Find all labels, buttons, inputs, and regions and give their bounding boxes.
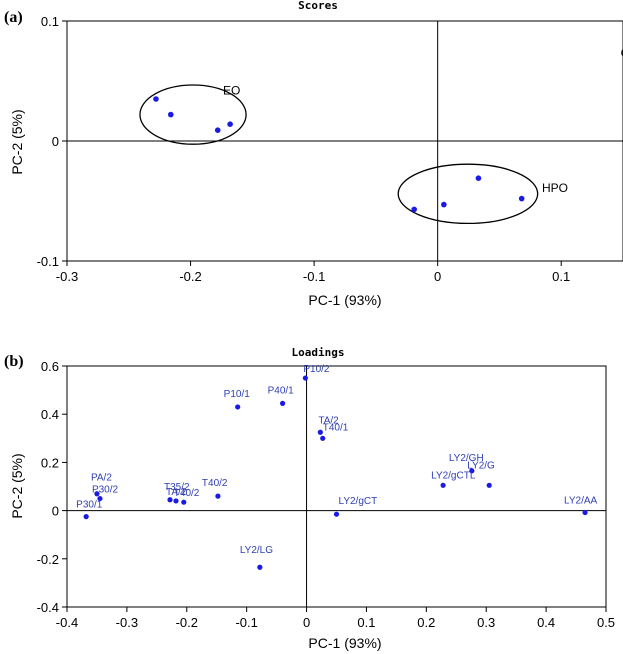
loading-label: LY2/gCT [339, 496, 378, 507]
loading-point [181, 499, 187, 505]
x-tick-label: -0.1 [303, 269, 325, 284]
group-label-eo: EO [223, 84, 240, 98]
panel-label: (b) [4, 353, 24, 370]
loading-point [94, 491, 100, 497]
loading-label: LY2/AA [564, 496, 597, 507]
loading-point [302, 375, 308, 381]
y-tick-label: 0.6 [41, 359, 59, 374]
score-point-eo [214, 127, 221, 133]
y-axis-label: PC-2 (5%) [9, 109, 25, 174]
x-tick-label: 0.3 [477, 615, 495, 630]
score-point-eo [227, 121, 233, 127]
panel-label: (a) [4, 9, 23, 26]
x-tick-label: 0.1 [357, 615, 375, 630]
loading-label: T40/1 [323, 422, 349, 433]
loading-label: LY2/GH [449, 453, 484, 464]
score-point-hpo [475, 175, 482, 181]
loading-label: LY2/G [467, 460, 495, 471]
loading-point [215, 493, 221, 499]
y-axis-label: PC-2 (5%) [9, 453, 25, 518]
loading-point [97, 495, 103, 502]
score-point-hpo [518, 195, 525, 202]
loading-point [333, 511, 340, 517]
loading-point [167, 497, 173, 503]
loading-point [486, 482, 492, 488]
y-tick-label: 0 [52, 134, 59, 149]
loading-label: T40/2 [174, 488, 200, 499]
loading-label: P40/1 [268, 385, 295, 396]
loading-point [469, 468, 475, 474]
loading-label: TA/2 [318, 415, 339, 426]
group-label-cpo: CPO [621, 46, 623, 60]
x-axis-label: PC-1 (93%) [308, 292, 381, 308]
x-tick-label: -0.3 [56, 269, 78, 284]
loading-point [320, 435, 326, 441]
loading-point [257, 564, 263, 570]
loading-label: T40/2 [202, 478, 228, 489]
x-tick-label: -0.4 [56, 615, 78, 630]
group-ellipse-eo [139, 84, 247, 145]
y-tick-label: -0.4 [37, 600, 59, 615]
plot-frame [66, 365, 607, 608]
score-point-hpo [441, 201, 447, 208]
x-axis-label: PC-1 (93%) [308, 635, 381, 651]
y-tick-label: 0 [52, 504, 59, 519]
x-tick-label: 0 [303, 615, 310, 630]
chart-title: Scores [298, 0, 338, 12]
loading-point [317, 429, 323, 435]
group-label-hpo: HPO [542, 181, 568, 195]
x-tick-label: 0.4 [537, 615, 555, 630]
loading-label: LY2/gCTL [431, 470, 476, 481]
x-tick-label: -0.1 [235, 615, 257, 630]
y-tick-label: 0.2 [41, 455, 59, 470]
score-point-eo [153, 96, 159, 102]
loading-point [582, 509, 588, 516]
loading-point [173, 498, 179, 504]
x-tick-label: -0.2 [176, 615, 198, 630]
x-tick-label: 0.2 [417, 615, 435, 630]
x-tick-label: 0.1 [552, 269, 570, 284]
loadings-panel: -0.4 -0.3 -0.2 -0.1 0 0.1 0.2 0.3 0.4 0.5 -0.4 -0.2… [4, 346, 615, 651]
group-ellipse-hpo [397, 163, 539, 225]
x-tick-label: 0.5 [597, 615, 615, 630]
loading-label: P30/2 [92, 485, 119, 496]
loading-point [235, 404, 241, 410]
x-tick-label: -0.3 [116, 615, 138, 630]
loading-label: T35/2 [164, 482, 190, 493]
loading-label: P10/2 [303, 364, 330, 375]
loading-label: LY2/LG [240, 545, 273, 556]
loading-point [280, 400, 286, 406]
y-tick-label: 0.4 [41, 407, 59, 422]
loading-label: TA/2 [166, 487, 187, 498]
loading-label: P10/1 [224, 389, 251, 400]
score-point-eo [167, 111, 174, 118]
loading-label: P30/1 [76, 500, 103, 511]
chart-title: Loadings [292, 346, 345, 359]
loading-point [83, 514, 89, 520]
score-point-hpo [411, 206, 417, 213]
scores-panel: -0.3 -0.2 -0.1 0 0.1 -0.1 0 0.1 Scores (a) PC-1 (9… [4, 0, 623, 308]
y-tick-label: 0.1 [41, 14, 59, 29]
x-tick-label: -0.2 [179, 269, 201, 284]
loading-point [440, 482, 446, 488]
y-tick-label: -0.1 [37, 254, 59, 269]
y-tick-label: -0.2 [37, 552, 59, 567]
x-tick-label: 0 [434, 269, 441, 284]
loading-label: PA/2 [91, 473, 112, 484]
